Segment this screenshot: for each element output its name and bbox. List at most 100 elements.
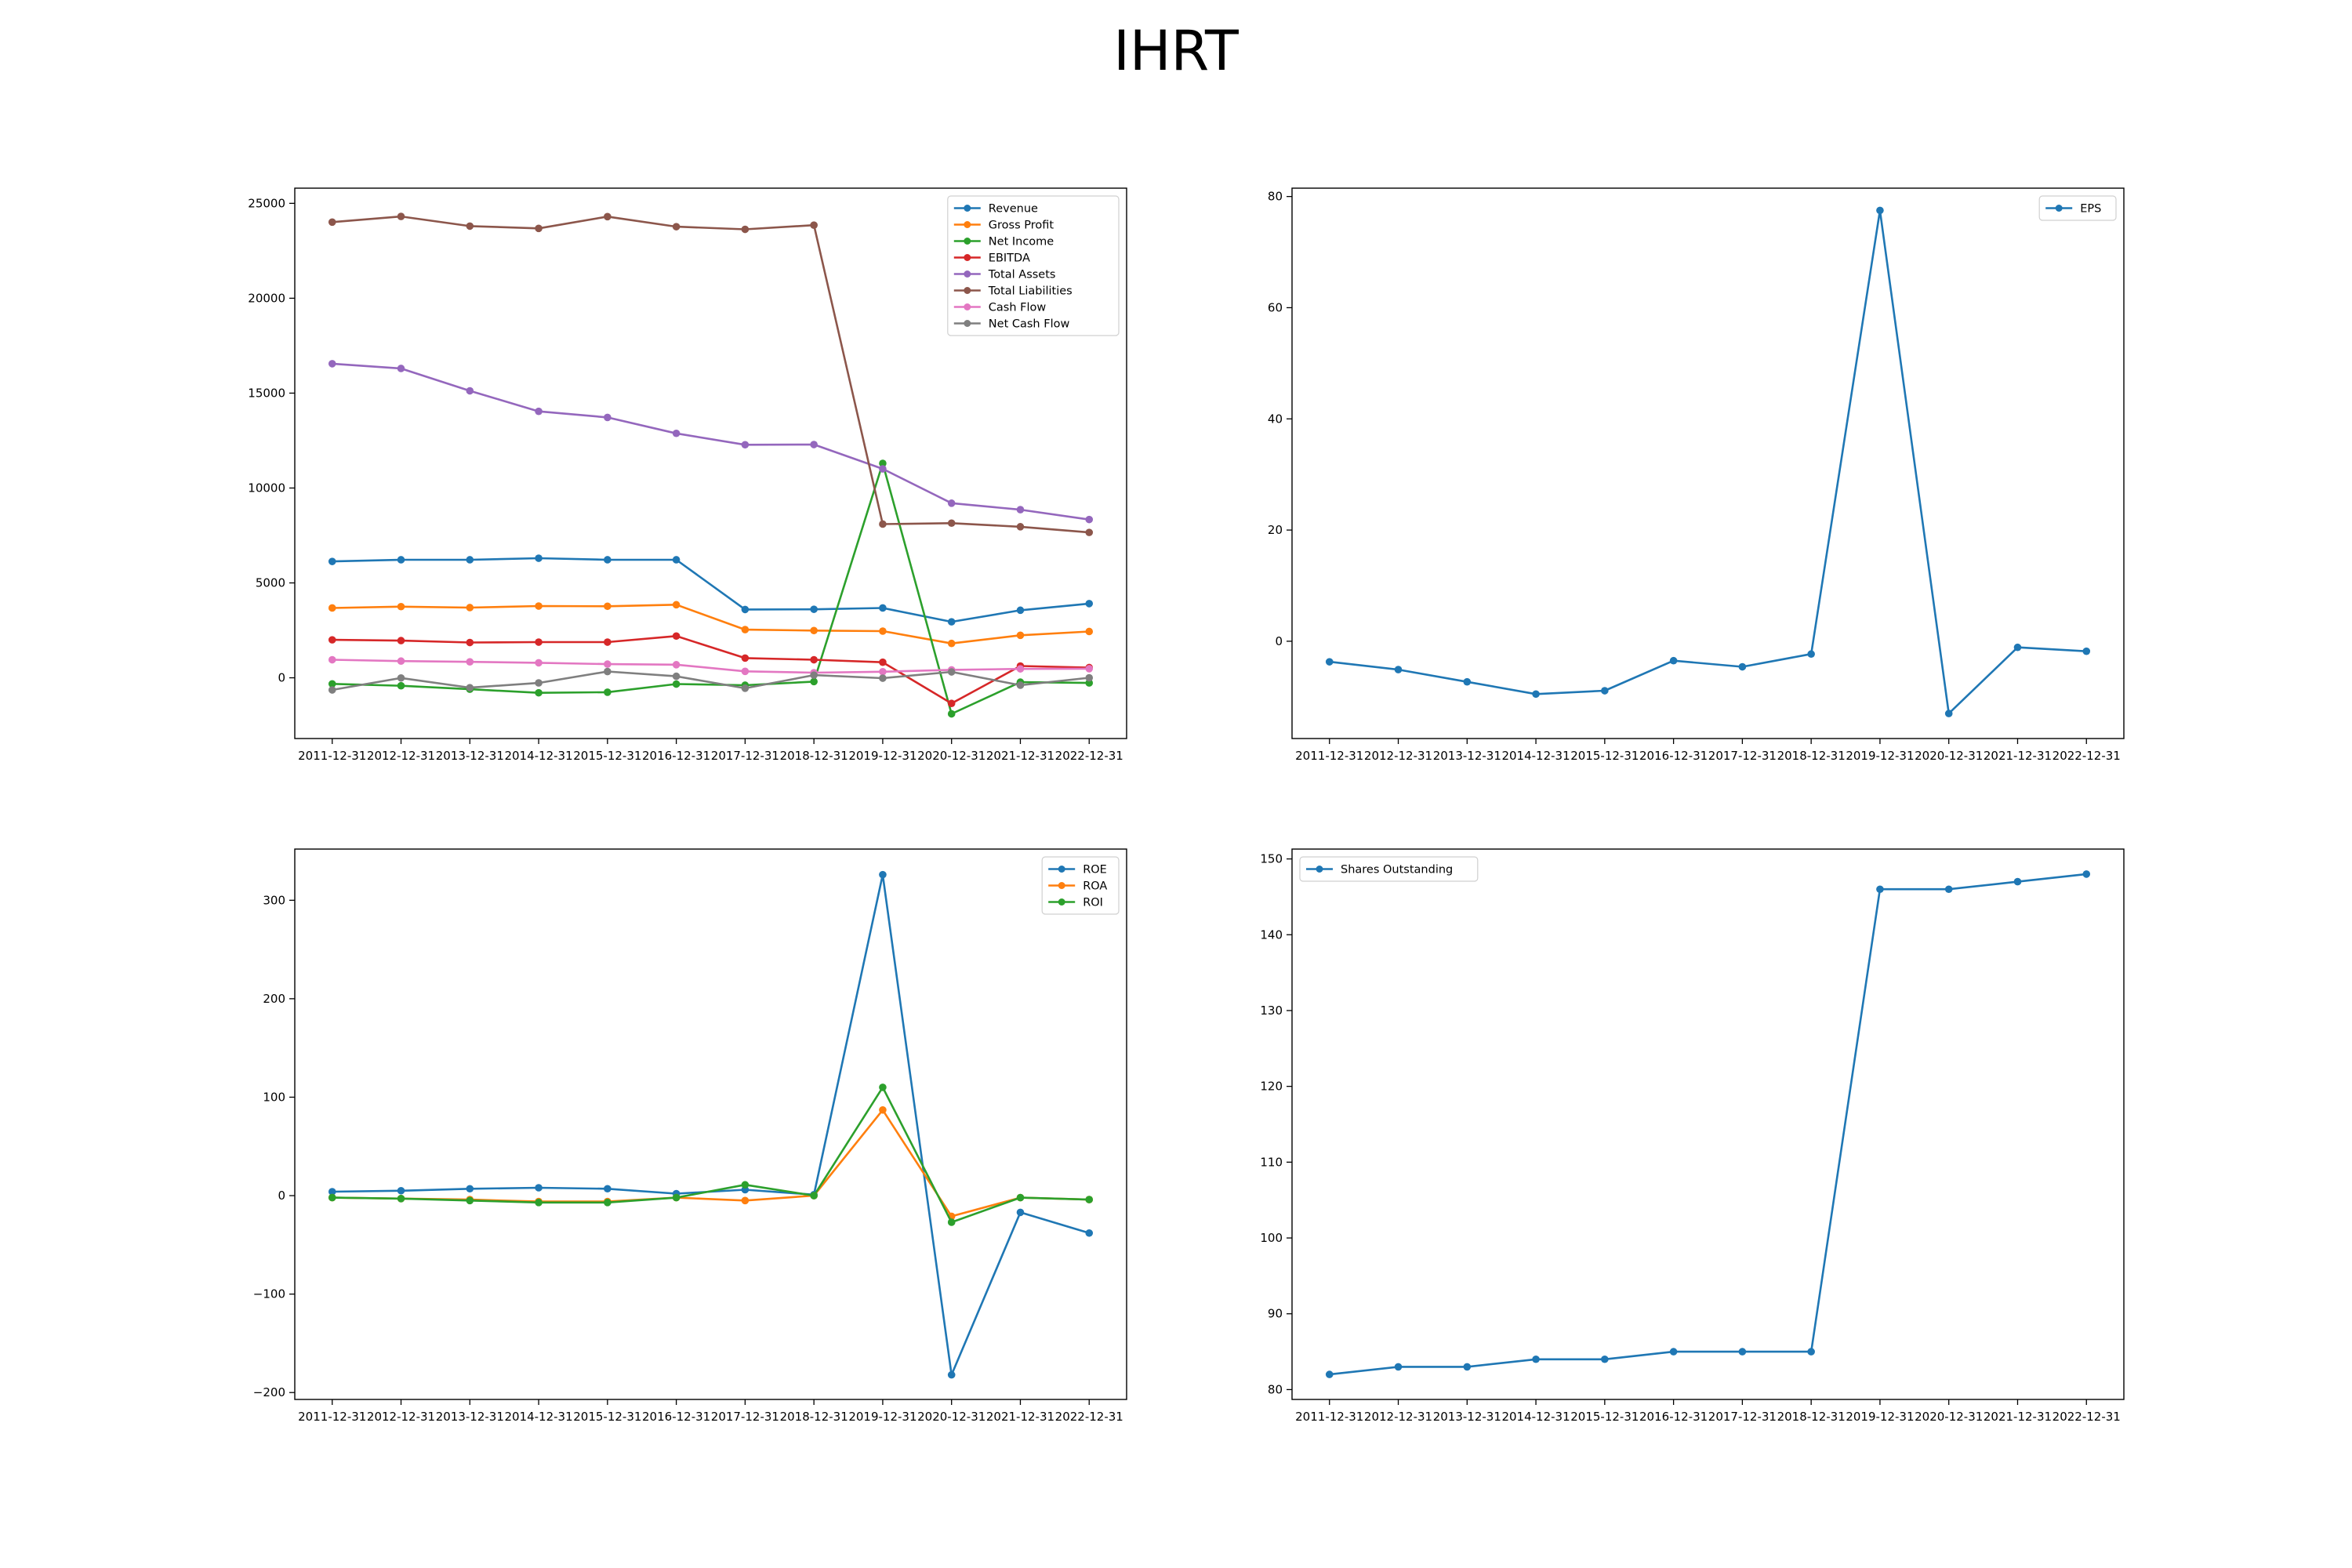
data-point [672,1193,681,1202]
data-point [741,626,750,633]
data-point [1738,662,1747,671]
data-point [397,1195,405,1203]
data-point [1394,666,1403,673]
x-tick-label: 2012-12-31 [1364,749,1432,763]
data-point [397,365,405,372]
data-point [1807,650,1815,659]
y-tick-label: −100 [253,1287,285,1301]
legend: ROE ROA ROI [1041,856,1120,915]
data-point [1463,1363,1472,1371]
data-point [397,1186,405,1195]
data-point [466,604,474,612]
legend-entry: ROA [1083,880,1107,893]
data-point [1085,1196,1094,1203]
legend-entry: Cash Flow [989,302,1047,314]
data-point [1601,1355,1609,1363]
x-tick-label: 2016-12-31 [1639,1410,1708,1424]
data-point [397,681,405,690]
x-tick-label: 2016-12-31 [1639,749,1708,763]
legend-marker [964,254,971,261]
y-tick-label: 120 [1260,1080,1283,1094]
data-point [328,557,336,565]
data-point [810,441,818,448]
x-tick-label: 2014-12-31 [1501,1410,1570,1424]
data-point [879,674,887,682]
series-line [332,362,1090,521]
legend-marker [964,205,971,212]
axes-frame [294,187,1127,739]
eps-chart: 2011-12-31 2012-12-31 2013-12-31 2014-12-31… [1268,187,2125,763]
data-point [535,1184,543,1192]
legend: Revenue Gross Profit Net Income EBITDA Total… [947,195,1120,336]
data-point [2013,877,2022,886]
data-point [604,413,612,422]
y-tick-label: 200 [263,992,285,1006]
data-point [1944,885,1953,894]
x-tick-label: 2014-12-31 [504,1410,572,1424]
data-point [604,556,612,564]
data-point [947,639,956,648]
data-point [466,1185,474,1193]
y-tick-label: 130 [1260,1004,1283,1018]
data-point [672,556,681,564]
legend-marker [964,287,971,294]
returns-chart: 2011-12-31 2012-12-31 2013-12-31 2014-12-31… [253,848,1127,1424]
x-tick-label: 2020-12-31 [1915,1410,1983,1424]
data-point [810,605,818,613]
y-tick-label: 20000 [248,291,285,305]
data-point [535,554,543,562]
data-point [672,601,681,609]
data-point [810,221,818,230]
data-point [535,659,543,667]
data-point [466,1196,474,1205]
x-tick-label: 2013-12-31 [436,1410,504,1424]
data-point [879,520,887,528]
legend: Shares Outstanding [1299,856,1479,882]
y-tick-label: 100 [263,1090,285,1104]
x-tick-label: 2021-12-31 [1984,1410,2052,1424]
data-point [604,667,612,676]
y-tick-label: 0 [1275,634,1283,648]
axes-frame [1291,848,2125,1400]
data-point [535,679,543,687]
series-line [332,215,1090,534]
y-tick-label: 40 [1268,412,1283,426]
data-point [947,499,956,507]
data-point [1085,528,1094,536]
data-point [604,602,612,611]
x-tick-label: 2016-12-31 [642,749,710,763]
data-point [466,222,474,230]
data-point [810,1192,818,1200]
data-point [328,360,336,368]
x-tick-label: 2012-12-31 [1364,1410,1432,1424]
figure-title: IHRT [1113,19,1239,83]
x-tick-label: 2016-12-31 [642,1410,710,1424]
data-point [397,212,405,220]
legend-entry: Shares Outstanding [1341,864,1453,877]
x-tick-label: 2021-12-31 [1984,749,2052,763]
data-point [741,605,750,614]
x-tick-label: 2022-12-31 [2053,749,2121,763]
y-tick-label: 150 [1260,852,1283,866]
x-tick-label: 2022-12-31 [1055,749,1123,763]
y-tick-label: 5000 [256,576,285,590]
data-point [1016,681,1025,689]
legend-marker [964,320,971,327]
data-point [328,680,336,688]
x-tick-label: 2019-12-31 [1846,1410,1914,1424]
data-point [466,387,474,395]
data-point [947,710,956,718]
data-point [1532,1355,1540,1363]
x-tick-label: 2017-12-31 [711,749,779,763]
legend: EPS [2038,195,2117,221]
data-point [2082,870,2091,878]
y-tick-label: 15000 [248,386,285,400]
data-point [466,638,474,647]
data-point [879,870,887,879]
data-point [810,671,818,679]
x-tick-label: 2017-12-31 [711,1410,779,1424]
legend-entry: EPS [2080,203,2101,216]
data-point [810,677,818,686]
data-point [2013,643,2022,652]
